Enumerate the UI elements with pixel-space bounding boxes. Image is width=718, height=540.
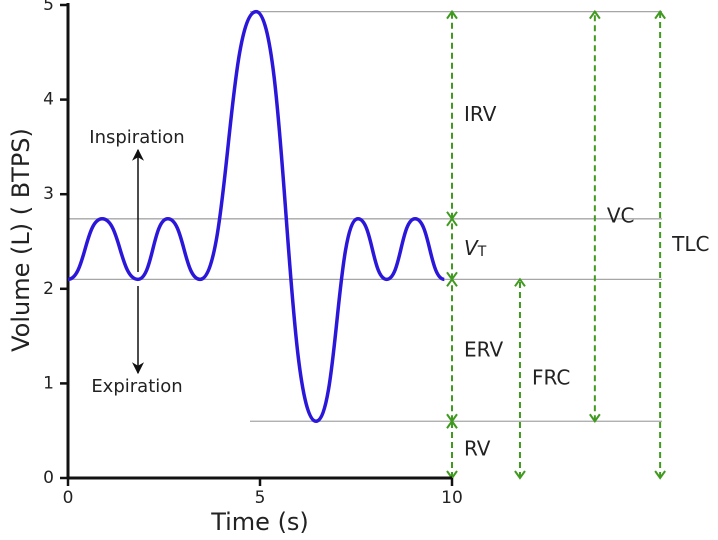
volume-curve <box>67 9 445 423</box>
arrow-head <box>654 470 666 480</box>
x-tick-label: 5 <box>255 488 266 508</box>
volume-label-text: IRV <box>464 102 497 126</box>
arrow-head <box>446 217 458 227</box>
volume-label: VC <box>607 203 635 227</box>
arrow-head <box>589 9 601 20</box>
arrow-head <box>654 9 666 20</box>
volume-label-text: VC <box>607 203 635 227</box>
volume-label-text: TLC <box>671 231 709 255</box>
volume-label-sub: T <box>477 244 487 260</box>
y-tick-label: 3 <box>43 184 54 204</box>
arrow-head <box>446 277 458 287</box>
volume-label: TLC <box>671 231 709 255</box>
volume-label-text: FRC <box>532 365 570 389</box>
arrow-head <box>514 277 526 287</box>
x-axis-title: Time (s) <box>210 508 309 536</box>
volume-label: FRC <box>532 365 570 389</box>
reference-lines <box>68 10 663 422</box>
arrow-head <box>514 470 526 480</box>
arrow-head <box>446 9 458 20</box>
arrow-head <box>589 413 601 423</box>
y-tick-label: 5 <box>43 0 54 15</box>
volume-label-text: ERV <box>464 337 503 361</box>
y-axis-title: Volume (L) ( BTPS) <box>7 128 35 352</box>
inspiration-label: Inspiration <box>89 127 184 148</box>
volume-label-text: RV <box>464 436 491 460</box>
arrow-head <box>446 419 458 429</box>
y-tick-label: 0 <box>43 468 54 488</box>
volume-label: RV <box>464 436 491 460</box>
y-tick-label: 2 <box>43 279 54 299</box>
volume-label: IRV <box>464 102 497 126</box>
volume-label: ERV <box>464 337 503 361</box>
expiration-label: Expiration <box>91 376 182 397</box>
y-tick-label: 1 <box>43 373 54 393</box>
y-tick-label: 4 <box>43 90 54 110</box>
x-tick-label: 0 <box>63 488 74 508</box>
volume-label: VT <box>464 236 487 261</box>
x-tick-label: 10 <box>441 488 463 508</box>
volume-arrows: IRV VT ERV RV FRC VC TLC <box>446 9 709 480</box>
volume-label-text: V <box>464 236 479 260</box>
